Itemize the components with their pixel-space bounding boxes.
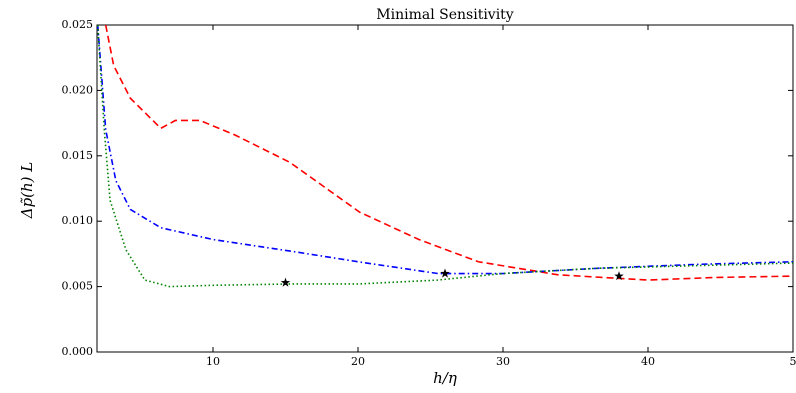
star-marker [281, 278, 291, 287]
star-marker [440, 269, 450, 278]
y-tick-label: 0.015 [62, 149, 94, 162]
x-tick-label: 5 [790, 355, 796, 368]
y-tick-label: 0.000 [62, 345, 94, 358]
y-tick-label: 0.020 [62, 83, 94, 96]
plot-area [98, 25, 793, 287]
y-tick-label: 0.005 [62, 280, 94, 293]
y-axis-label: Δp̃(h) L [18, 162, 36, 220]
line-series [98, 25, 793, 287]
y-tick-label: 0.025 [62, 18, 94, 31]
x-tick-label: 30 [496, 355, 510, 368]
x-tick-label: 10 [206, 355, 220, 368]
line-series [98, 25, 793, 274]
x-axis-label: h/η [433, 369, 457, 387]
x-tick-label: 40 [641, 355, 655, 368]
line-series [106, 25, 793, 280]
x-tick-label: 20 [351, 355, 365, 368]
y-tick-label: 0.010 [62, 214, 94, 227]
plot-frame [97, 25, 793, 352]
chart-title: Minimal Sensitivity [376, 7, 514, 23]
